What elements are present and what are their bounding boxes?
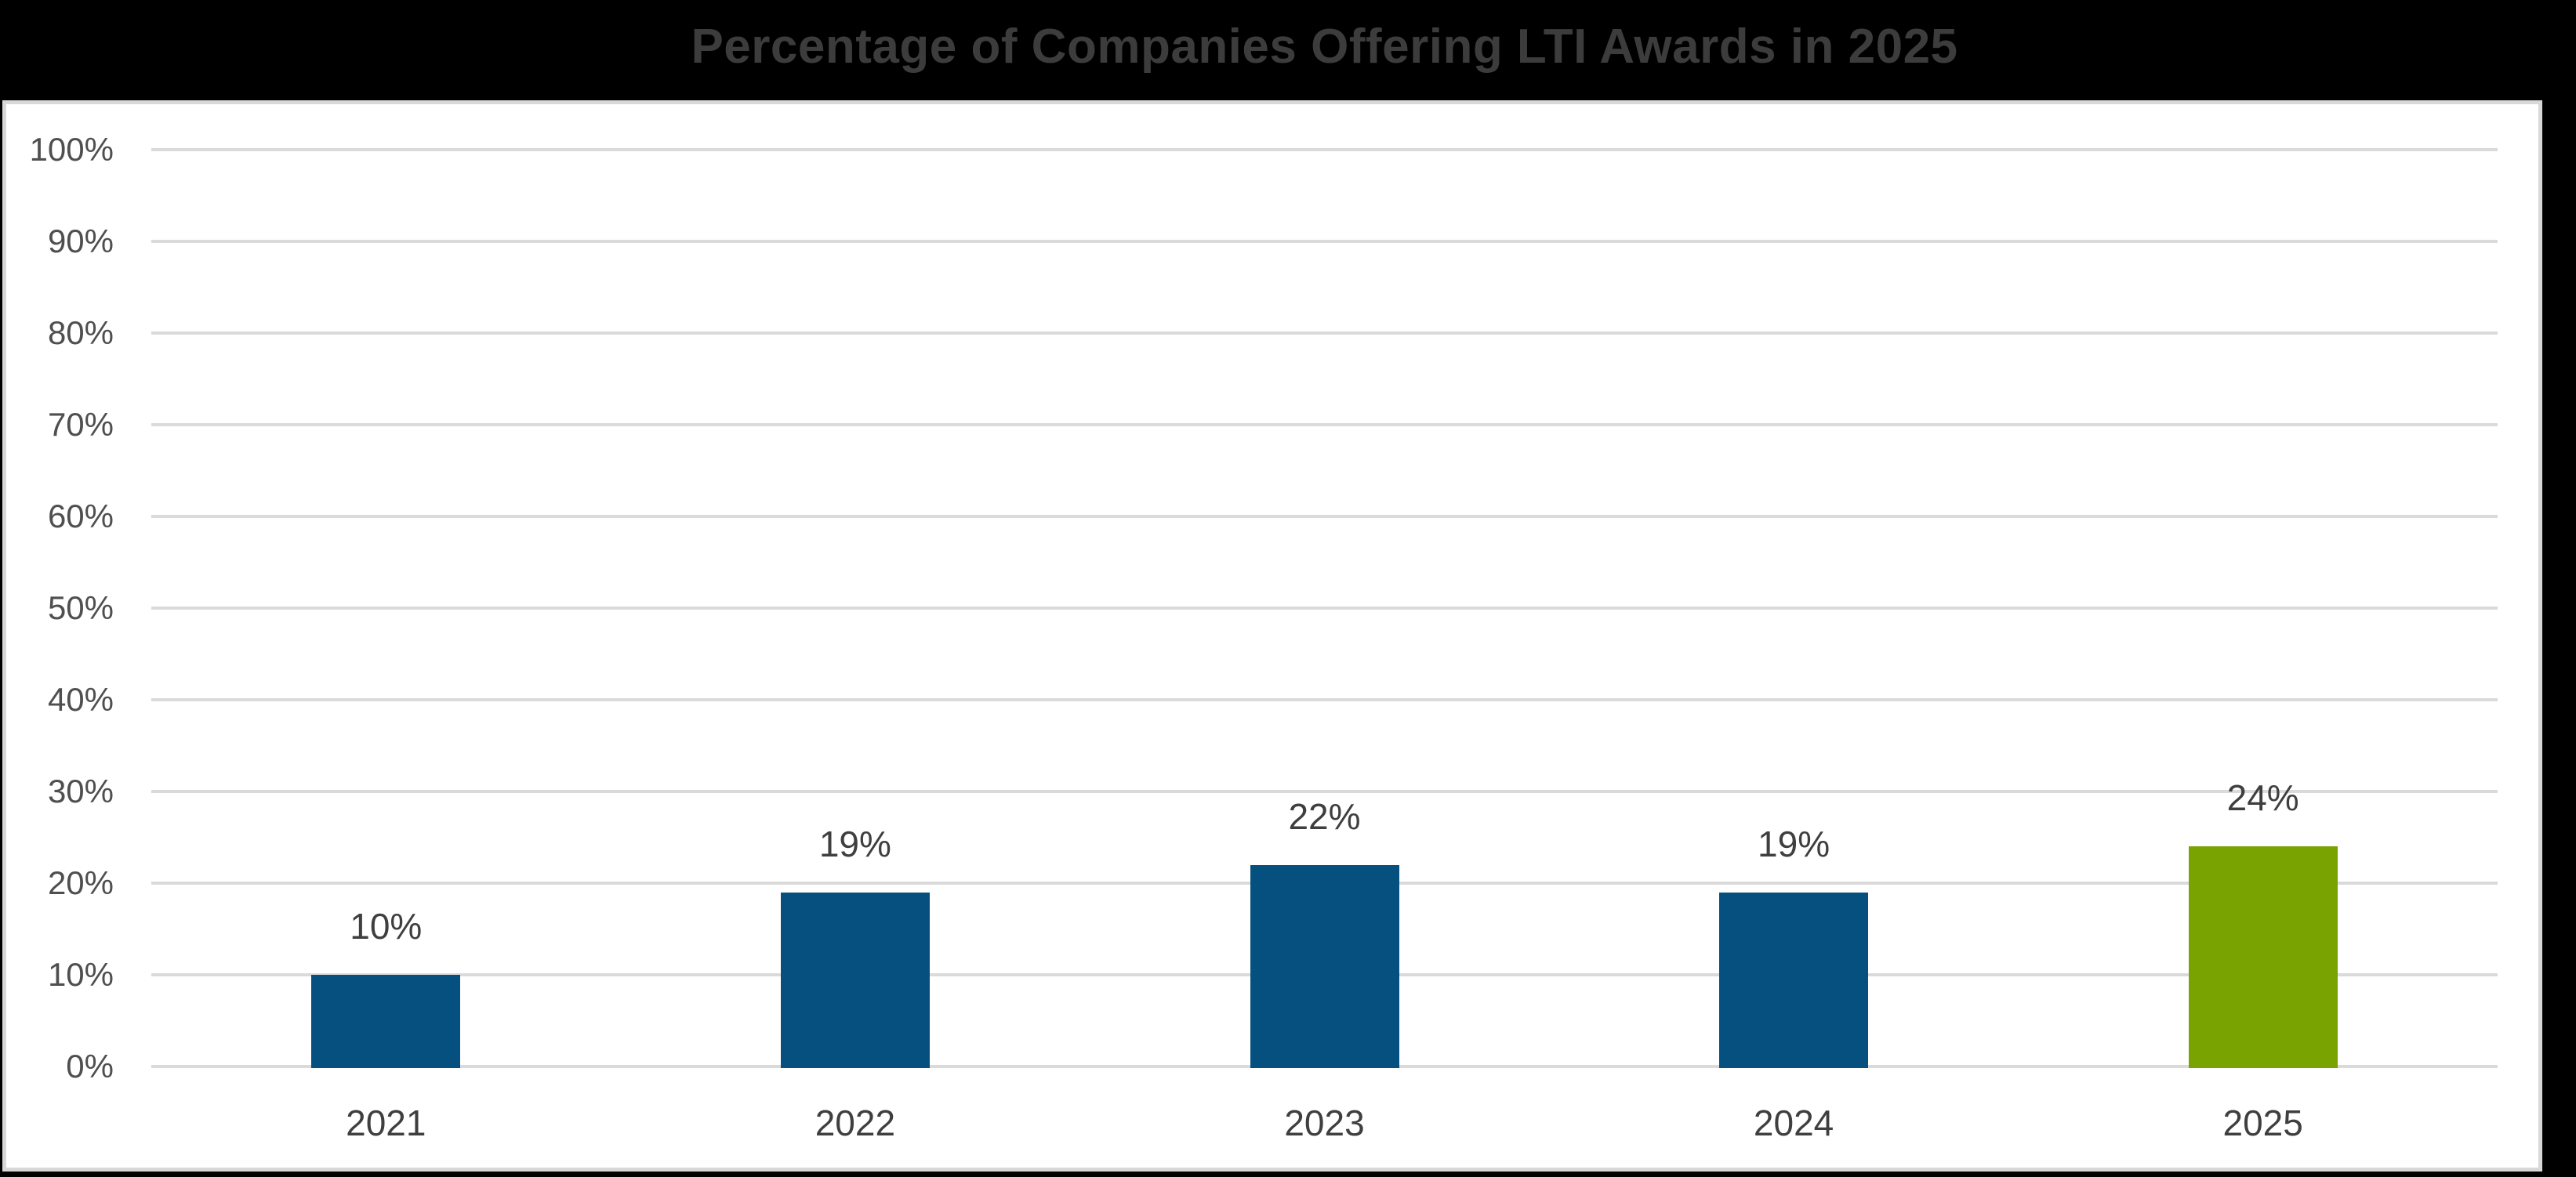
- x-axis-category-label: 2021: [346, 1103, 426, 1143]
- gridline: [151, 148, 2498, 151]
- x-axis-category-label: 2022: [815, 1103, 896, 1143]
- y-axis-tick-label: 20%: [47, 864, 114, 901]
- bar-2023[interactable]: [1250, 864, 1399, 1068]
- y-axis-tick-label: 70%: [47, 406, 114, 443]
- x-axis-category-label: 2024: [1753, 1103, 1834, 1143]
- y-axis-tick-label: 50%: [47, 589, 114, 626]
- bar-data-label: 22%: [1288, 795, 1361, 837]
- bar-data-label: 19%: [1758, 823, 1830, 864]
- gridline: [151, 240, 2498, 243]
- chart-title-bar: Percentage of Companies Offering LTI Awa…: [0, 0, 2576, 100]
- gridline: [151, 423, 2498, 426]
- chart-title: Percentage of Companies Offering LTI Awa…: [691, 20, 1958, 74]
- gridline: [151, 698, 2498, 701]
- bar-2022[interactable]: [780, 892, 930, 1068]
- y-axis-tick-label: 40%: [47, 681, 114, 718]
- bar-2021[interactable]: [311, 975, 461, 1068]
- bar-data-label: 24%: [2226, 777, 2299, 819]
- bar-2025[interactable]: [2188, 846, 2338, 1068]
- gridline: [151, 515, 2498, 518]
- y-axis-tick-label: 10%: [47, 956, 114, 993]
- gridline: [151, 607, 2498, 610]
- y-axis-tick-label: 30%: [47, 773, 114, 809]
- bar-2024[interactable]: [1719, 892, 1869, 1068]
- x-axis-category-label: 2023: [1284, 1103, 1365, 1143]
- y-axis-tick-label: 100%: [29, 131, 114, 168]
- bar-data-label: 19%: [818, 823, 891, 864]
- y-axis-tick-label: 0%: [66, 1048, 114, 1085]
- gridline: [151, 331, 2498, 335]
- x-axis-category-label: 2025: [2222, 1103, 2303, 1143]
- y-axis-tick-label: 90%: [47, 223, 114, 259]
- y-axis-tick-label: 60%: [47, 498, 114, 534]
- bar-data-label: 10%: [350, 906, 423, 947]
- gridline: [151, 790, 2498, 793]
- y-axis-tick-label: 80%: [47, 314, 114, 351]
